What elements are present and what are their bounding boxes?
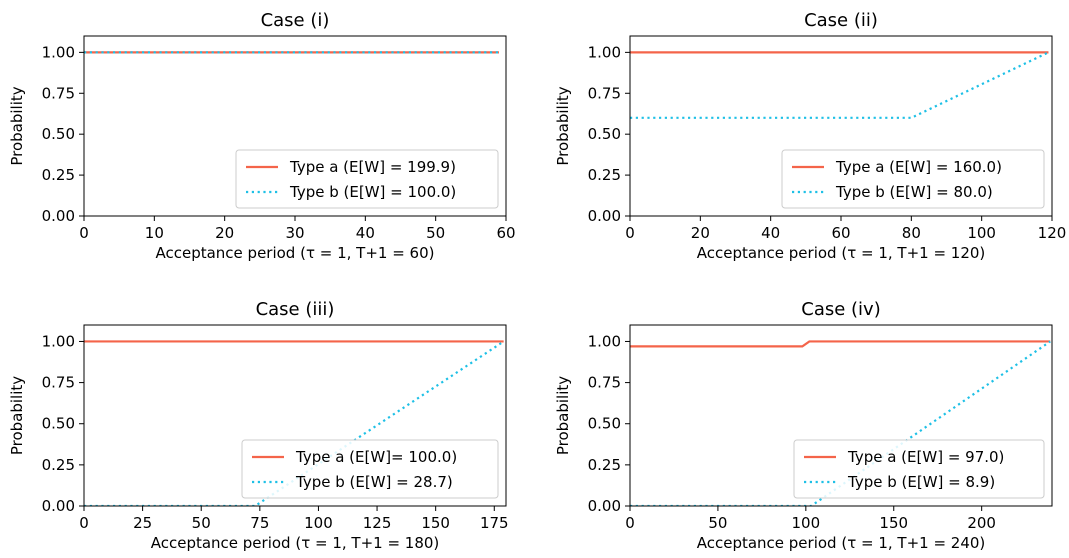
legend: Type a (E[W] = 160.0) Type b (E[W] = 80.0… — [781, 149, 1045, 209]
y-tick-label: 0.00 — [588, 207, 621, 225]
x-axis-label: Acceptance period (τ = 1, T+1 = 180) — [151, 534, 440, 552]
series-group — [84, 340, 505, 506]
y-axis-label: Probability — [554, 86, 572, 165]
chart-panel-3: 0 25 50 75 100 125 150 175 0.00 0.25 0.50 0.75 1.00 C… — [8, 299, 509, 552]
y-tick-label: 1.00 — [42, 43, 75, 61]
x-tick-label: 150 — [421, 514, 450, 532]
x-axis-label: Acceptance period (τ = 1, T+1 = 120) — [697, 244, 986, 262]
x-tick-label: 40 — [761, 224, 780, 242]
y-tick-label: 0.25 — [588, 166, 621, 184]
series-line-type-b — [630, 51, 1049, 119]
x-tick-label: 60 — [496, 224, 515, 242]
y-axis-label: Probability — [8, 376, 26, 455]
chart-title: Case (iii) — [256, 299, 335, 320]
y-axis-label: Probability — [8, 86, 26, 165]
chart-title: Case (iv) — [801, 299, 880, 320]
x-tick-label: 50 — [426, 224, 445, 242]
y-tick-label: 0.75 — [588, 374, 621, 392]
x-tick-label: 50 — [708, 514, 727, 532]
legend-entry: Type b (E[W] = 28.7) — [295, 473, 453, 491]
x-tick-label: 0 — [625, 514, 635, 532]
chart-panel-4: 0 50 100 150 200 0.00 0.25 0.50 0.75 1.00 Case (iv… — [554, 299, 1053, 552]
x-tick-label: 30 — [285, 224, 304, 242]
series-group — [630, 340, 1051, 506]
chart-title: Case (ii) — [804, 10, 878, 31]
x-tick-label: 60 — [831, 224, 850, 242]
series-line-type-a — [630, 340, 1051, 348]
y-tick-label: 0.25 — [588, 456, 621, 474]
y-tick-label: 0.50 — [588, 415, 621, 433]
x-axis-label: Acceptance period (τ = 1, T+1 = 240) — [697, 534, 986, 552]
y-tick-label: 0.50 — [42, 415, 75, 433]
y-tick-label: 0.75 — [588, 84, 621, 102]
x-tick-label: 80 — [902, 224, 921, 242]
legend-entry: Type b (E[W] = 100.0) — [289, 183, 456, 201]
axes-frame — [629, 324, 1053, 507]
y-tick-label: 0.50 — [42, 125, 75, 143]
y-tick-label: 1.00 — [588, 43, 621, 61]
y-tick-label: 0.00 — [42, 207, 75, 225]
x-tick-label: 150 — [879, 514, 908, 532]
x-tick-label: 100 — [304, 514, 333, 532]
x-tick-label: 75 — [250, 514, 269, 532]
legend: Type a (E[W] = 97.0) Type b (E[W] = 8.9) — [793, 439, 1045, 499]
x-tick-label: 200 — [967, 514, 996, 532]
legend-box — [793, 439, 1045, 499]
y-tick-label: 1.00 — [42, 332, 75, 350]
legend-box — [241, 439, 499, 499]
legend-entry: Type b (E[W] = 8.9) — [847, 473, 995, 491]
x-tick-label: 120 — [1038, 224, 1067, 242]
legend: Type a (E[W] = 199.9) Type b (E[W] = 100.… — [235, 149, 499, 209]
x-tick-label: 20 — [215, 224, 234, 242]
x-tick-label: 20 — [691, 224, 710, 242]
legend-entry: Type a (E[W]= 100.0) — [295, 448, 457, 466]
x-tick-label: 10 — [145, 224, 164, 242]
x-tick-label: 100 — [792, 514, 821, 532]
x-tick-label: 40 — [356, 224, 375, 242]
y-tick-label: 0.00 — [588, 497, 621, 515]
x-tick-label: 0 — [79, 514, 89, 532]
y-tick-label: 0.00 — [42, 497, 75, 515]
chart-panel-2: 0 20 40 60 80 100 120 0.00 0.25 0.50 0.75 1.00 Case … — [554, 10, 1066, 262]
y-tick-label: 0.75 — [42, 374, 75, 392]
chart-title: Case (i) — [261, 10, 330, 31]
x-tick-label: 0 — [79, 224, 89, 242]
legend-entry: Type b (E[W] = 80.0) — [835, 183, 993, 201]
x-axis-label: Acceptance period (τ = 1, T+1 = 60) — [155, 244, 434, 262]
legend-entry: Type a (E[W] = 199.9) — [289, 158, 456, 176]
y-tick-label: 1.00 — [588, 332, 621, 350]
x-tick-label: 100 — [967, 224, 996, 242]
axes-frame — [83, 324, 507, 507]
x-tick-label: 0 — [625, 224, 635, 242]
x-tick-label: 25 — [133, 514, 152, 532]
chart-panel-1: 0 10 20 30 40 50 60 0.00 0.25 0.50 0.75 1.00 Case (i… — [8, 10, 516, 262]
legend-box — [781, 149, 1045, 209]
legend-entry: Type a (E[W] = 97.0) — [847, 448, 1004, 466]
y-tick-label: 0.75 — [42, 84, 75, 102]
y-tick-label: 0.25 — [42, 166, 75, 184]
x-tick-label: 50 — [192, 514, 211, 532]
x-tick-label: 175 — [480, 514, 509, 532]
legend-box — [235, 149, 499, 209]
y-axis-label: Probability — [554, 376, 572, 455]
y-tick-label: 0.25 — [42, 456, 75, 474]
legend-entry: Type a (E[W] = 160.0) — [835, 158, 1002, 176]
y-tick-label: 0.50 — [588, 125, 621, 143]
legend: Type a (E[W]= 100.0) Type b (E[W] = 28.7) — [241, 439, 499, 499]
x-tick-label: 125 — [363, 514, 392, 532]
series-group — [630, 51, 1049, 119]
